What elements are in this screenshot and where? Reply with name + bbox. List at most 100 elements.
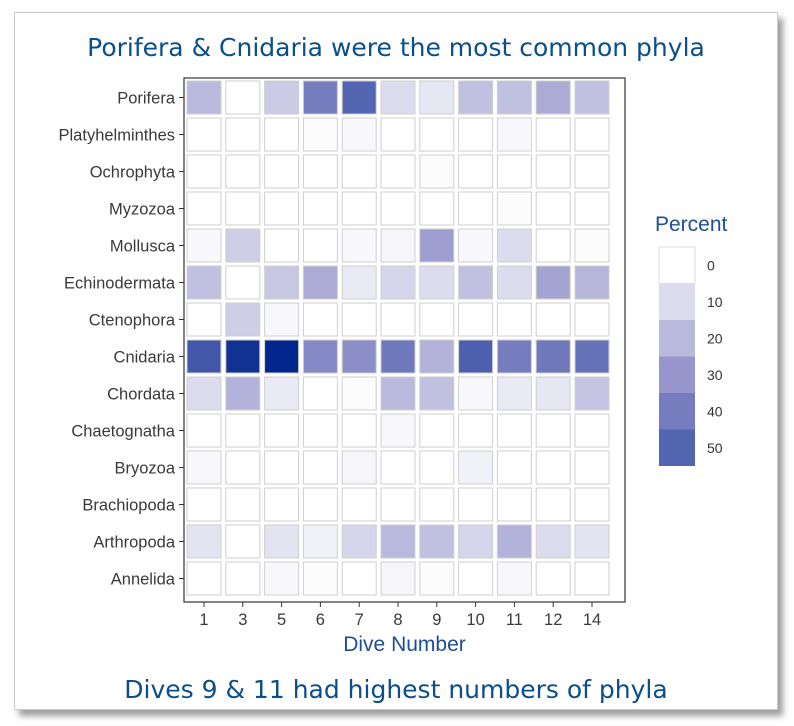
heatmap-cell [341,117,377,152]
legend-swatch [659,320,695,357]
heatmap-cell [496,524,532,559]
heatmap-cell [458,413,494,448]
heatmap-cell [186,191,222,226]
x-tick-label: 11 [506,611,523,629]
headline-bottom: Dives 9 & 11 had highest numbers of phyl… [124,675,668,704]
legend-label: 30 [707,367,723,383]
heatmap-cell [341,80,377,115]
heatmap-cell [302,191,338,226]
heatmap-cell [225,265,261,300]
heatmap-cell [380,339,416,374]
heatmap-cell [574,376,610,411]
heatmap-cell [302,450,338,485]
heatmap-cell [264,413,300,448]
heatmap-cell [186,265,222,300]
heatmap-cell [341,524,377,559]
heatmap-cell [496,191,532,226]
heatmap-cell [419,191,455,226]
heatmap-cell [574,487,610,522]
heatmap-cell [225,154,261,189]
heatmap-cell [380,265,416,300]
heatmap-cell [458,191,494,226]
heatmap-cell [225,376,261,411]
heatmap-cell [574,561,610,596]
heatmap-cell [496,302,532,337]
heatmap-cell [225,80,261,115]
heatmap-cell [302,376,338,411]
heatmap-cell [341,561,377,596]
y-tick-label: Arthropoda [93,534,175,552]
heatmap-cell [225,339,261,374]
x-tick-label: 5 [277,611,286,629]
y-tick-label: Porifera [117,90,176,108]
x-tick-label: 8 [393,611,402,629]
heatmap-cell [380,376,416,411]
heatmap-cell [341,413,377,448]
heatmap-cell [574,80,610,115]
heatmap-cell [302,265,338,300]
legend-label: 0 [707,257,715,273]
y-tick-label: Annelida [111,571,176,589]
heatmap-cell [496,228,532,263]
legend-label: 20 [707,330,723,346]
heatmap-cell [574,524,610,559]
heatmap-cell [302,117,338,152]
heatmap-cell [264,154,300,189]
heatmap-cell [341,450,377,485]
heatmap-cell [458,265,494,300]
heatmap-cell [302,524,338,559]
heatmap-cell [458,339,494,374]
heatmap-cell [496,376,532,411]
heatmap-cell [496,561,532,596]
legend-title: Percent [655,213,728,236]
headline-top: Porifera & Cnidaria were the most common… [87,33,705,62]
heatmap-cell [264,487,300,522]
heatmap-cell [419,80,455,115]
heatmap-cell [574,339,610,374]
legend-label: 50 [707,440,723,456]
heatmap-cell [264,191,300,226]
heatmap-cell [419,339,455,374]
heatmap-cell [574,450,610,485]
heatmap-cell [264,561,300,596]
heatmap-cell [341,154,377,189]
heatmap-cell [264,524,300,559]
heatmap-cell [341,376,377,411]
heatmap-cell [302,302,338,337]
heatmap-cell [496,154,532,189]
heatmap-cell [225,413,261,448]
heatmap-cell [264,265,300,300]
heatmap-cell [458,450,494,485]
x-axis-title: Dive Number [343,633,466,656]
x-tick-label: 3 [238,611,247,629]
heatmap-cell [341,191,377,226]
heatmap-cell [264,117,300,152]
legend-swatch [659,429,695,466]
heatmap-cell [458,302,494,337]
y-tick-label: Mollusca [110,238,176,256]
heatmap-cell [380,450,416,485]
x-tick-label: 6 [316,611,325,629]
heatmap-cell [225,561,261,596]
heatmap-cell [186,302,222,337]
x-tick-label: 12 [544,611,562,629]
heatmap-cell [225,450,261,485]
y-tick-label: Chordata [107,386,176,404]
heatmap-cell [186,524,222,559]
figure-frame: Porifera & Cnidaria were the most common… [14,12,778,710]
heatmap-cell [302,154,338,189]
heatmap-cell [574,117,610,152]
heatmap-cell [380,302,416,337]
legend-swatch [659,283,695,320]
heatmap-cell [186,117,222,152]
heatmap-cell [419,413,455,448]
heatmap-cell [341,302,377,337]
heatmap-cell [341,339,377,374]
heatmap-cell [225,191,261,226]
heatmap-cell [535,413,571,448]
heatmap-cell [186,339,222,374]
heatmap-cell [302,339,338,374]
heatmap-cell [535,117,571,152]
heatmap-cell [535,80,571,115]
heatmap-cell [496,117,532,152]
